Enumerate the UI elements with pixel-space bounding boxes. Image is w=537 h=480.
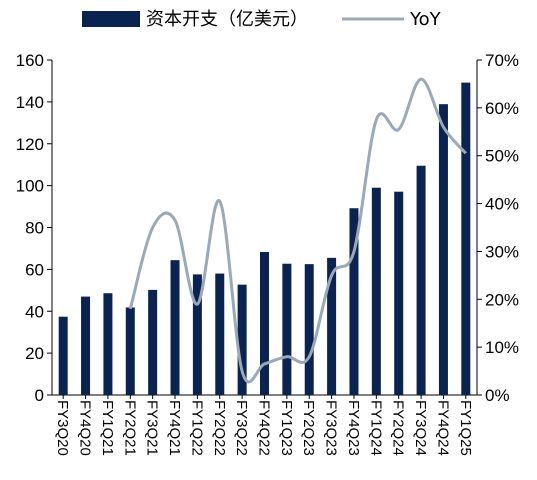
x-axis-labels: FY3Q20 FY4Q20 FY1Q21 FY2Q21 FY3Q21 FY4Q21 FY1Q… xyxy=(54,395,474,456)
bar-series xyxy=(58,82,471,396)
bar xyxy=(416,165,426,395)
bar xyxy=(237,284,247,395)
legend-label-line: YoY xyxy=(409,9,442,30)
right-tick-label: 40% xyxy=(485,195,519,214)
x-tick-label: FY1Q22 xyxy=(188,400,205,456)
left-tick-label: 60 xyxy=(25,260,44,279)
bar xyxy=(58,316,68,395)
x-tick-label: FY1Q24 xyxy=(367,400,384,456)
right-tick-label: 20% xyxy=(485,290,519,309)
legend-label-bar: 资本开支（亿美元） xyxy=(146,9,308,30)
right-tick-label: 10% xyxy=(485,338,519,357)
x-tick-label: FY3Q23 xyxy=(323,400,340,456)
bar xyxy=(371,187,381,395)
x-tick-label: FY2Q23 xyxy=(300,400,317,456)
right-tick-label: 30% xyxy=(485,242,519,261)
x-tick-label: FY4Q23 xyxy=(345,400,362,456)
bar xyxy=(170,260,180,395)
bar xyxy=(103,293,113,395)
bar xyxy=(215,273,225,395)
x-tick-label: FY3Q20 xyxy=(54,400,71,456)
x-tick-label: FY1Q25 xyxy=(457,400,474,456)
bar xyxy=(438,104,448,395)
legend-swatch-bar xyxy=(82,11,140,27)
right-tick-label: 50% xyxy=(485,147,519,166)
bar xyxy=(192,274,202,395)
left-tick-label: 40 xyxy=(25,302,44,321)
bar xyxy=(394,191,404,395)
x-tick-label: FY3Q21 xyxy=(144,400,161,456)
x-tick-label: FY3Q22 xyxy=(233,400,250,456)
x-tick-label: FY1Q21 xyxy=(99,400,116,456)
bar xyxy=(148,289,158,395)
bar xyxy=(282,263,292,395)
legend: 资本开支（亿美元） YoY xyxy=(82,9,442,30)
x-tick-label: FY1Q23 xyxy=(278,400,295,456)
x-tick-label: FY4Q21 xyxy=(166,400,183,456)
right-tick-label: 60% xyxy=(485,99,519,118)
x-tick-label: FY4Q20 xyxy=(77,400,94,456)
x-tick-label: FY2Q24 xyxy=(390,400,407,456)
bar xyxy=(81,296,91,395)
bar xyxy=(349,208,359,395)
left-tick-label: 160 xyxy=(16,51,44,70)
left-tick-label: 0 xyxy=(35,386,44,405)
x-tick-label: FY4Q22 xyxy=(256,400,273,456)
axes: 0 20 40 60 80 100 120 140 160 0% 10% 20% 30% 40% 50% 60… xyxy=(16,51,519,405)
bar xyxy=(260,251,269,395)
bar xyxy=(304,264,314,395)
yoy-line-series xyxy=(128,77,467,384)
bar xyxy=(327,257,337,395)
left-tick-label: 20 xyxy=(25,344,44,363)
bar xyxy=(461,82,471,396)
left-tick-label: 80 xyxy=(25,219,44,238)
x-tick-label: FY4Q24 xyxy=(434,400,451,456)
bar xyxy=(125,307,135,395)
x-tick-label: FY2Q21 xyxy=(121,400,138,456)
yoy-line xyxy=(128,77,467,384)
left-tick-label: 140 xyxy=(16,93,44,112)
x-tick-label: FY3Q24 xyxy=(412,400,429,456)
left-tick-label: 120 xyxy=(16,135,44,154)
right-tick-label: 70% xyxy=(485,51,519,70)
x-tick-label: FY2Q22 xyxy=(211,400,228,456)
left-tick-label: 100 xyxy=(16,177,44,196)
right-tick-label: 0% xyxy=(485,386,510,405)
